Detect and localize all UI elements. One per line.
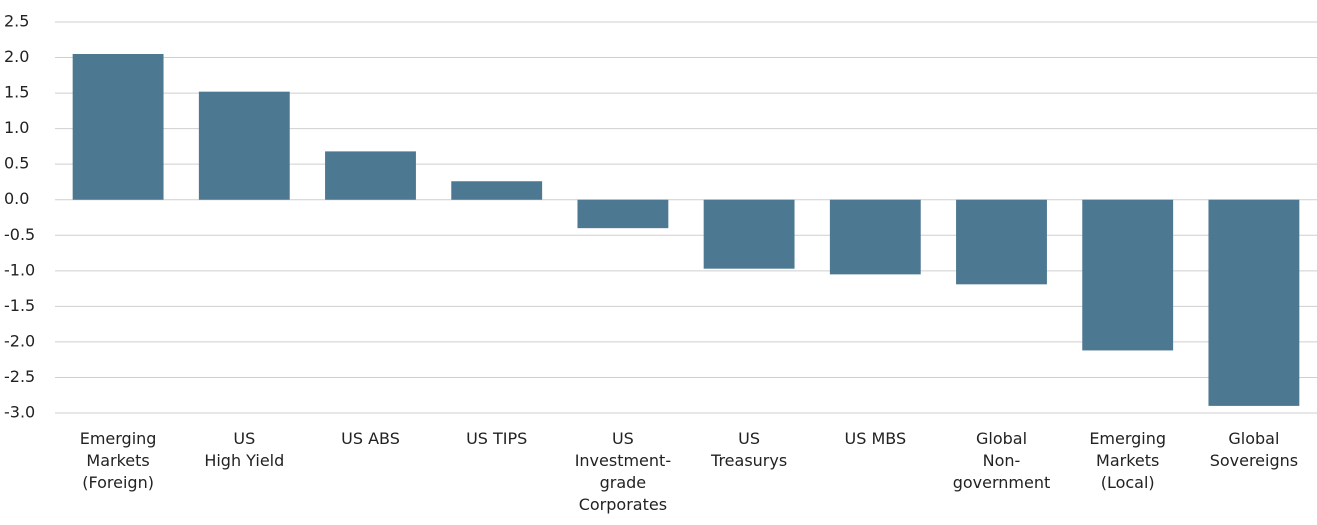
x-tick-label: Emerging Markets (Local): [1089, 429, 1167, 492]
x-tick-label: US Treasurys: [711, 429, 788, 470]
y-tick-label: 1.0: [4, 118, 29, 137]
x-tick-label: Emerging Markets (Foreign): [79, 429, 157, 492]
bar: [1208, 199, 1300, 406]
bar: [703, 199, 795, 269]
y-tick-label: -2.0: [4, 331, 35, 350]
x-tick-label: US MBS: [844, 429, 907, 448]
bar: [577, 199, 669, 229]
bar: [72, 53, 164, 200]
bar: [198, 91, 290, 200]
y-tick-label: 1.5: [4, 83, 29, 102]
y-tick-label: -0.5: [4, 225, 35, 244]
y-tick-label: -1.0: [4, 260, 35, 279]
y-tick-label: 0.0: [4, 189, 29, 208]
bar: [451, 181, 543, 200]
x-tick-label: US TIPS: [466, 429, 528, 448]
bar: [829, 199, 921, 275]
x-tick-label: US Investment- grade Corporates: [574, 429, 672, 514]
bar: [1082, 199, 1174, 351]
bar: [325, 151, 416, 200]
x-tick-label: Global Non- government: [952, 429, 1051, 492]
y-tick-label: -3.0: [4, 403, 35, 422]
y-tick-label: 2.0: [4, 47, 29, 66]
x-tick-label: Global Sovereigns: [1209, 429, 1299, 470]
y-tick-label: 2.5: [4, 12, 29, 31]
y-tick-label: 0.5: [4, 154, 29, 173]
x-tick-label: US ABS: [341, 429, 400, 448]
x-tick-label: US High Yield: [204, 429, 285, 470]
y-tick-label: -2.5: [4, 367, 35, 386]
y-tick-label: -1.5: [4, 296, 35, 315]
bar: [956, 199, 1047, 285]
